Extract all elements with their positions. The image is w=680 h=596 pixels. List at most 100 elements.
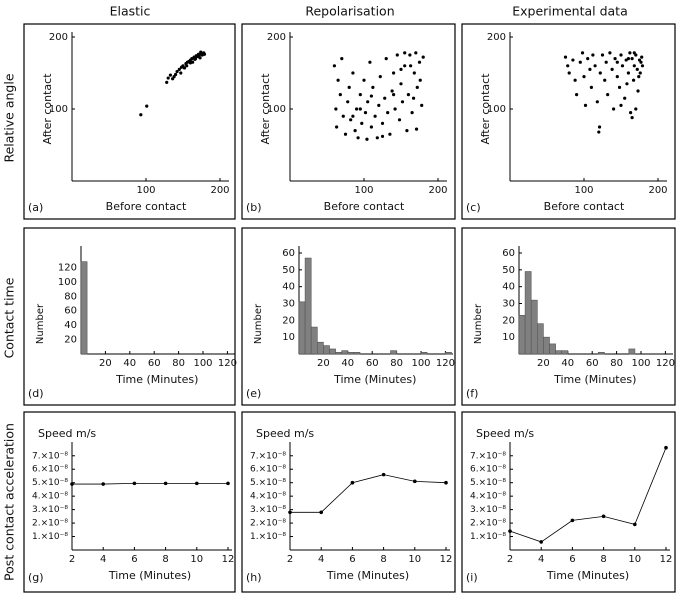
x-tick-label: 20 bbox=[99, 358, 112, 369]
panel-label: (g) bbox=[28, 571, 44, 584]
point bbox=[412, 71, 416, 75]
point bbox=[421, 55, 425, 59]
point bbox=[353, 129, 357, 133]
y-tick-label: 6.×10⁻⁸ bbox=[32, 465, 68, 475]
panel-label: (d) bbox=[28, 387, 44, 400]
x-axis-label: Time (Minutes) bbox=[333, 373, 416, 386]
bar bbox=[316, 341, 324, 355]
x-axis-label: Before contact bbox=[544, 200, 625, 213]
x-tick-label: 120 bbox=[218, 358, 237, 369]
row-label: Post contact acceleration bbox=[2, 423, 17, 581]
bar bbox=[536, 323, 544, 355]
column-title: Experimental data bbox=[512, 4, 628, 19]
x-tick-label: 10 bbox=[408, 554, 421, 565]
x-tick-label: 100 bbox=[354, 185, 373, 196]
point bbox=[444, 480, 448, 485]
point bbox=[417, 60, 422, 64]
y-tick-label: 200 bbox=[49, 32, 68, 43]
point bbox=[166, 76, 170, 80]
x-axis-label: Before contact bbox=[324, 200, 405, 213]
y-tick-label: 10 bbox=[502, 332, 515, 343]
point bbox=[392, 93, 396, 97]
x-tick-label: 6 bbox=[349, 554, 355, 565]
panel-frame bbox=[461, 411, 676, 593]
x-tick-label: 200 bbox=[648, 185, 667, 196]
point bbox=[350, 480, 355, 485]
point bbox=[319, 510, 324, 515]
y-tick-label: 200 bbox=[267, 32, 286, 43]
y-tick-label: 60 bbox=[282, 248, 295, 259]
point bbox=[380, 121, 385, 125]
point bbox=[606, 93, 610, 97]
panel-label: (f) bbox=[466, 387, 478, 400]
point bbox=[363, 111, 368, 115]
bar bbox=[341, 350, 349, 355]
point bbox=[625, 82, 629, 86]
column-title: Repolarisation bbox=[305, 4, 394, 19]
point bbox=[601, 514, 606, 519]
point bbox=[403, 51, 407, 55]
y-tick-label: 100 bbox=[267, 104, 286, 115]
point bbox=[628, 51, 632, 55]
point bbox=[373, 114, 377, 118]
point bbox=[101, 482, 105, 486]
point bbox=[395, 53, 399, 57]
point bbox=[410, 111, 414, 115]
point bbox=[340, 57, 344, 61]
point bbox=[145, 104, 149, 108]
point bbox=[393, 107, 397, 111]
point bbox=[175, 69, 179, 74]
point bbox=[399, 67, 403, 71]
point bbox=[188, 61, 192, 65]
point bbox=[405, 129, 409, 133]
x-tick-label: 120 bbox=[656, 358, 675, 369]
y-tick-label: 4.×10⁻⁸ bbox=[470, 492, 506, 502]
y-tick-label: 4.×10⁻⁸ bbox=[32, 492, 68, 502]
x-axis-label: Before contact bbox=[106, 200, 187, 213]
y-axis-label: Number bbox=[253, 303, 264, 344]
bar bbox=[323, 345, 330, 355]
y-tick-label: 200 bbox=[487, 32, 506, 43]
bar bbox=[310, 326, 318, 355]
point bbox=[539, 540, 543, 544]
y-tick-label: 1.×10⁻⁸ bbox=[32, 532, 68, 542]
y-axis-label: Speed m/s bbox=[476, 427, 534, 440]
panel-frame bbox=[461, 227, 676, 406]
x-tick-label: 4 bbox=[318, 554, 324, 565]
y-tick-label: 1.×10⁻⁸ bbox=[470, 532, 506, 542]
y-tick-label: 20 bbox=[282, 315, 295, 326]
point bbox=[603, 78, 607, 82]
point bbox=[508, 529, 512, 533]
point bbox=[615, 60, 619, 64]
point bbox=[413, 479, 417, 484]
column-title: Elastic bbox=[110, 4, 151, 19]
x-tick-label: 80 bbox=[390, 358, 403, 369]
x-tick-label: 60 bbox=[366, 358, 379, 369]
panel-frame bbox=[241, 23, 456, 220]
point bbox=[381, 472, 386, 477]
panel-frame bbox=[23, 23, 236, 220]
point bbox=[408, 53, 412, 57]
x-tick-label: 12 bbox=[222, 554, 235, 565]
panel-frame bbox=[23, 227, 236, 406]
y-tick-label: 30 bbox=[282, 299, 295, 310]
point bbox=[70, 482, 74, 486]
point bbox=[563, 55, 568, 59]
y-tick-label: 1.×10⁻⁸ bbox=[250, 532, 286, 542]
point bbox=[633, 522, 637, 527]
line bbox=[72, 482, 228, 485]
line bbox=[290, 474, 447, 513]
point bbox=[570, 518, 575, 523]
y-tick-label: 5.×10⁻⁸ bbox=[470, 478, 506, 488]
bar bbox=[298, 301, 306, 355]
point bbox=[198, 56, 202, 60]
point bbox=[631, 78, 636, 82]
point bbox=[195, 481, 199, 486]
point bbox=[615, 75, 619, 79]
x-tick-label: 200 bbox=[210, 185, 229, 196]
point bbox=[597, 130, 601, 134]
point bbox=[334, 107, 338, 111]
point bbox=[580, 51, 585, 55]
x-tick-label: 20 bbox=[537, 358, 550, 369]
point bbox=[365, 137, 369, 141]
